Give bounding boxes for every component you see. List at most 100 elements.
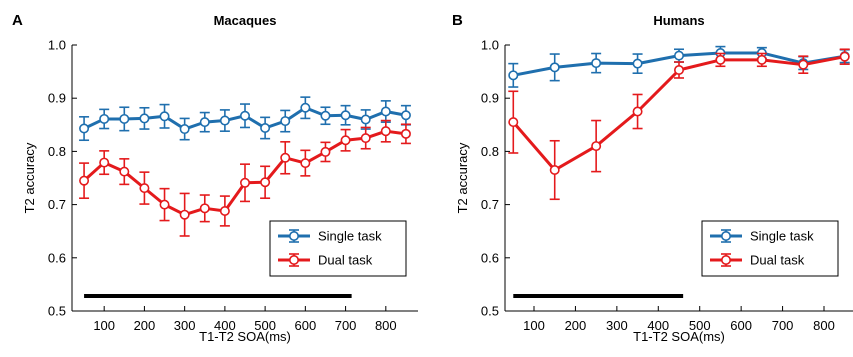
x-tick-label: 200 (565, 318, 587, 333)
x-tick-label: 500 (254, 318, 276, 333)
data-point (300, 102, 311, 113)
y-tick-label: 1.0 (481, 38, 499, 53)
x-tick-label: 300 (174, 318, 196, 333)
legend-label: Single task (318, 229, 382, 244)
data-point (340, 135, 351, 146)
data-point (199, 203, 210, 214)
data-point (240, 110, 251, 121)
legend: Single task Dual task (269, 220, 407, 277)
panel-title: Macaques (214, 13, 277, 28)
legend-label: Dual task (750, 253, 805, 268)
data-point (219, 115, 230, 126)
data-point (715, 54, 726, 65)
y-axis-label: T2 accuracy (455, 142, 470, 213)
panel-letter: B (452, 12, 463, 29)
y-tick-label: 0.9 (481, 91, 499, 106)
data-point (139, 183, 150, 194)
series-dual-task (508, 48, 850, 201)
legend-label: Single task (750, 229, 814, 244)
data-point (260, 122, 271, 133)
data-point (179, 209, 190, 220)
series-dual-task (79, 119, 411, 237)
y-tick-label: 0.5 (48, 304, 66, 319)
data-point (240, 177, 251, 188)
data-point (99, 113, 110, 124)
data-point (79, 175, 90, 186)
x-tick-label: 500 (689, 318, 711, 333)
y-tick-label: 0.8 (481, 144, 499, 159)
x-tick-label: 300 (606, 318, 628, 333)
data-point (300, 158, 311, 169)
data-point (340, 110, 351, 121)
y-tick-label: 0.7 (481, 197, 499, 212)
legend-item: Single task (278, 229, 382, 244)
data-point (673, 65, 684, 76)
x-axis-label: T1-T2 SOA(ms) (199, 329, 291, 344)
legend: Single task Dual task (701, 220, 839, 277)
y-tick-label: 0.7 (48, 197, 66, 212)
data-point (360, 133, 371, 144)
data-point (798, 59, 809, 70)
y-tick-label: 0.6 (48, 250, 66, 265)
legend-marker (288, 231, 299, 242)
x-tick-label: 400 (214, 318, 236, 333)
data-point (839, 51, 850, 62)
data-point (260, 177, 271, 188)
panel-title: Humans (653, 13, 704, 28)
legend-label: Dual task (318, 253, 373, 268)
data-point (508, 117, 519, 128)
legend-item: Single task (710, 229, 814, 244)
y-tick-label: 0.5 (481, 304, 499, 319)
data-point (591, 58, 602, 69)
y-tick-label: 1.0 (48, 38, 66, 53)
data-point (139, 113, 150, 124)
series-single-task (79, 96, 411, 142)
data-point (632, 106, 643, 117)
x-tick-label: 800 (375, 318, 397, 333)
legend-item: Dual task (710, 253, 805, 268)
data-point (360, 114, 371, 125)
data-point (549, 165, 560, 176)
data-point (199, 117, 210, 128)
y-tick-label: 0.8 (48, 144, 66, 159)
data-point (380, 106, 391, 117)
data-point (99, 157, 110, 168)
x-tick-label: 700 (335, 318, 357, 333)
y-axis-label: T2 accuracy (22, 142, 37, 213)
data-point (673, 50, 684, 61)
data-point (756, 54, 767, 65)
data-point (508, 70, 519, 81)
x-tick-label: 800 (813, 318, 835, 333)
data-point (119, 113, 130, 124)
data-point (400, 110, 411, 121)
data-point (380, 126, 391, 137)
x-tick-label: 100 (523, 318, 545, 333)
data-point (159, 199, 170, 210)
data-point (280, 116, 291, 127)
y-tick-label: 0.9 (48, 91, 66, 106)
data-point (632, 58, 643, 69)
panel-b: B Humans 0.5 0.6 0.7 0.8 0.9 1.0 100 200 300 400 500… (452, 12, 853, 344)
x-tick-label: 400 (647, 318, 669, 333)
x-tick-label: 700 (772, 318, 794, 333)
legend-marker (288, 255, 299, 266)
x-tick-label: 200 (134, 318, 156, 333)
panel-letter: A (12, 12, 23, 29)
legend-item: Dual task (278, 253, 373, 268)
data-point (320, 110, 331, 121)
data-point (79, 123, 90, 134)
data-point (320, 146, 331, 157)
data-point (280, 152, 291, 163)
data-point (219, 205, 230, 216)
data-point (591, 141, 602, 152)
x-tick-label: 100 (93, 318, 115, 333)
legend-marker (720, 231, 731, 242)
data-point (400, 128, 411, 139)
data-point (119, 166, 130, 177)
legend-marker (720, 255, 731, 266)
y-tick-label: 0.6 (481, 250, 499, 265)
data-point (159, 111, 170, 122)
x-tick-label: 600 (294, 318, 316, 333)
